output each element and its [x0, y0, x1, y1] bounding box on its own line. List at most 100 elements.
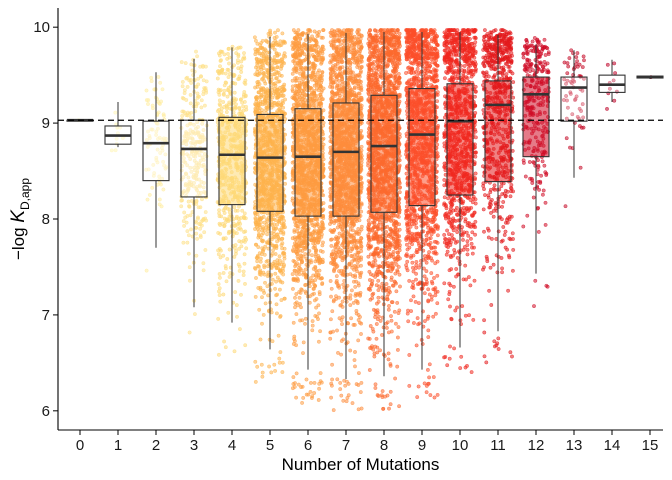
jitter-point: [317, 311, 321, 316]
jitter-point: [261, 238, 265, 243]
jitter-point: [275, 261, 280, 266]
jitter-point: [278, 279, 283, 284]
jitter-point: [216, 352, 221, 357]
jitter-point: [243, 343, 248, 348]
jitter-point: [113, 110, 118, 115]
jitter-point: [296, 269, 301, 274]
jitter-point: [200, 138, 205, 143]
jitter-point: [195, 54, 200, 59]
jitter-point: [272, 362, 277, 367]
jitter-point: [217, 221, 222, 226]
jitter-point: [234, 102, 238, 107]
jitter-point: [221, 208, 226, 213]
jitter-point: [149, 79, 154, 84]
jitter-point: [196, 165, 201, 170]
jitter-point: [267, 50, 272, 55]
jitter-point: [279, 243, 284, 248]
jitter-point: [254, 95, 259, 100]
jitter-point: [312, 298, 317, 303]
jitter-point: [353, 350, 357, 354]
jitter-point: [292, 229, 297, 234]
jitter-point: [316, 303, 321, 308]
jitter-point: [253, 52, 258, 57]
jitter-point: [187, 278, 192, 283]
jitter-point: [281, 40, 286, 45]
jitter-point: [242, 252, 247, 257]
jitter-point: [349, 263, 354, 268]
jitter-point: [189, 169, 194, 174]
jitter-point: [195, 170, 200, 175]
jitter-point: [216, 289, 221, 294]
jitter-point: [201, 185, 206, 190]
jitter-point: [303, 291, 308, 296]
jitter-point: [294, 70, 299, 74]
jitter-point: [217, 71, 222, 76]
jitter-point: [154, 158, 159, 163]
jitter-point: [310, 394, 315, 399]
jitter-point: [283, 160, 288, 165]
jitter-point: [282, 172, 287, 177]
jitter-point: [204, 88, 209, 93]
jitter-point: [350, 401, 355, 406]
jitter-point: [290, 87, 295, 92]
jitter-point: [356, 338, 361, 343]
jitter-point: [265, 211, 270, 216]
jitter-point: [267, 262, 272, 267]
jitter-point: [321, 193, 326, 198]
jitter-point: [317, 29, 322, 34]
jitter-point: [199, 190, 203, 195]
jitter-point: [221, 100, 226, 104]
jitter-point: [188, 157, 193, 162]
jitter-point: [256, 79, 261, 84]
jitter-point: [317, 259, 322, 264]
jitter-point: [301, 395, 306, 400]
jitter-point: [217, 98, 222, 103]
jitter-point: [218, 231, 223, 236]
jitter-point: [301, 351, 305, 356]
jitter-point: [185, 213, 190, 218]
jitter-point: [254, 276, 258, 280]
jitter-point: [222, 223, 227, 228]
jitter-point: [194, 49, 198, 54]
jitter-point: [145, 197, 150, 202]
jitter-point: [298, 218, 303, 223]
jitter-point: [311, 241, 316, 246]
jitter-point: [217, 214, 222, 219]
jitter-point: [258, 337, 263, 342]
jitter-point: [310, 292, 315, 297]
jitter-point: [237, 327, 242, 332]
jitter-point: [218, 299, 223, 304]
jitter-point: [192, 63, 197, 68]
jitter-point: [279, 110, 284, 115]
jitter-point: [144, 167, 149, 172]
jitter-point: [185, 183, 190, 188]
jitter-point: [309, 75, 314, 80]
jitter-point: [241, 269, 246, 274]
jitter-point: [184, 76, 189, 81]
jitter-point: [359, 332, 363, 336]
jitter-point: [267, 364, 272, 369]
jitter-point: [226, 75, 231, 80]
jitter-point: [294, 38, 299, 43]
jitter-point: [263, 81, 268, 86]
jitter-point: [271, 72, 276, 77]
jitter-point: [264, 240, 269, 245]
jitter-point: [227, 274, 232, 279]
jitter-point: [221, 292, 226, 297]
jitter-point: [196, 125, 200, 129]
jitter-point: [243, 281, 247, 286]
jitter-point: [291, 190, 296, 195]
jitter-point: [217, 102, 222, 107]
jitter-point: [320, 70, 325, 75]
jitter-point: [204, 79, 209, 84]
jitter-point: [313, 38, 318, 43]
jitter-point: [184, 220, 189, 225]
jitter-point: [329, 34, 334, 39]
jitter-point: [239, 292, 243, 297]
jitter-point: [222, 105, 227, 109]
jitter-point: [239, 70, 244, 74]
jitter-point: [221, 236, 226, 241]
jitter-point: [261, 76, 265, 81]
jitter-point: [224, 110, 229, 115]
